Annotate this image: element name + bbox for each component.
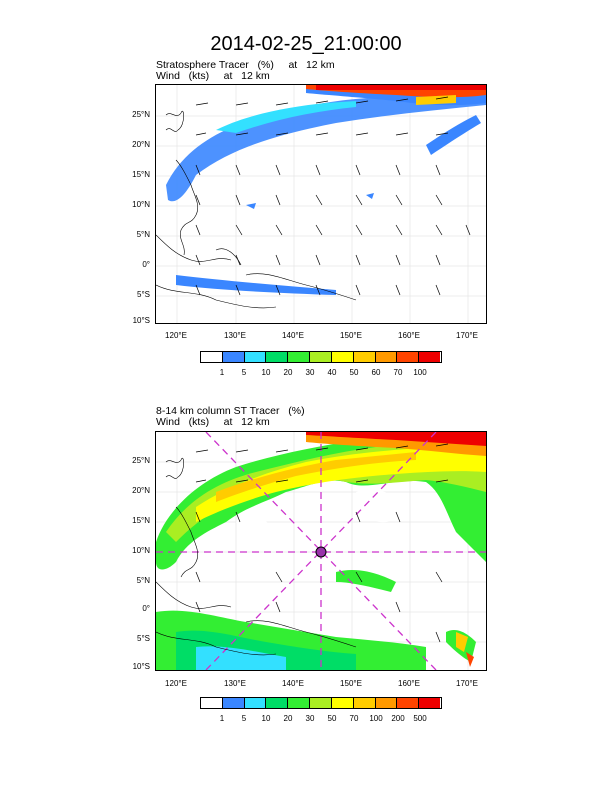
colorbar-swatch: [288, 352, 310, 362]
top-lon-label: 160°E: [389, 331, 429, 340]
top-map: [155, 84, 487, 324]
top-lat-label: 5°S: [120, 290, 150, 299]
bottom-lat-label: 5°N: [120, 576, 150, 585]
top-lon-label: 120°E: [156, 331, 196, 340]
bottom-lat-label: 5°S: [120, 634, 150, 643]
bottom-lon-label: 170°E: [447, 679, 487, 688]
bottom-colorbar: [200, 697, 442, 709]
colorbar-swatch: [223, 698, 245, 708]
colorbar-swatch: [376, 352, 398, 362]
bottom-map: [155, 431, 487, 671]
bottom-lon-label: 160°E: [389, 679, 429, 688]
bottom-subtitle-2: Wind (kts) at 12 km: [156, 417, 270, 428]
top-colorbar-label: 60: [364, 368, 388, 377]
colorbar-swatch: [310, 352, 332, 362]
top-colorbar-label: 5: [232, 368, 256, 377]
colorbar-swatch: [354, 698, 376, 708]
bottom-colorbar-label: 1: [210, 714, 234, 723]
top-lat-label: 5°N: [120, 230, 150, 239]
colorbar-swatch: [397, 698, 419, 708]
bottom-colorbar-label: 200: [386, 714, 410, 723]
top-map-svg: [156, 85, 486, 323]
top-lon-label: 140°E: [273, 331, 313, 340]
bottom-lat-label: 0°: [120, 604, 150, 613]
top-colorbar-label: 10: [254, 368, 278, 377]
bottom-lat-label: 25°N: [120, 456, 150, 465]
colorbar-swatch: [332, 698, 354, 708]
colorbar-swatch: [266, 352, 288, 362]
bottom-lat-label: 10°S: [120, 662, 150, 671]
top-colorbar-label: 20: [276, 368, 300, 377]
top-colorbar: [200, 351, 442, 363]
top-lat-label: 15°N: [120, 170, 150, 179]
colorbar-swatch: [332, 352, 354, 362]
top-colorbar-label: 50: [342, 368, 366, 377]
bottom-lon-label: 140°E: [273, 679, 313, 688]
top-colorbar-label: 100: [408, 368, 432, 377]
top-colorbar-label: 1: [210, 368, 234, 377]
bottom-lat-label: 15°N: [120, 516, 150, 525]
colorbar-swatch: [266, 698, 288, 708]
bottom-map-svg: [156, 432, 486, 670]
bottom-colorbar-label: 50: [320, 714, 344, 723]
colorbar-swatch: [201, 352, 223, 362]
colorbar-swatch: [376, 698, 398, 708]
top-tracer-field: [166, 85, 486, 295]
top-lat-label: 25°N: [120, 110, 150, 119]
bottom-colorbar-label: 70: [342, 714, 366, 723]
top-lon-label: 130°E: [215, 331, 255, 340]
top-lon-label: 150°E: [331, 331, 371, 340]
bottom-lat-label: 10°N: [120, 546, 150, 555]
top-lat-label: 10°S: [120, 316, 150, 325]
colorbar-swatch: [419, 698, 440, 708]
top-subtitle-2: Wind (kts) at 12 km: [156, 71, 270, 82]
bottom-colorbar-label: 5: [232, 714, 256, 723]
top-lon-label: 170°E: [447, 331, 487, 340]
top-lat-label: 0°: [120, 260, 150, 269]
bottom-lat-label: 20°N: [120, 486, 150, 495]
colorbar-swatch: [245, 352, 267, 362]
top-colorbar-label: 70: [386, 368, 410, 377]
bottom-colorbar-label: 20: [276, 714, 300, 723]
bottom-lon-label: 120°E: [156, 679, 196, 688]
colorbar-swatch: [419, 352, 440, 362]
colorbar-swatch: [201, 698, 223, 708]
top-lat-label: 10°N: [120, 200, 150, 209]
bottom-colorbar-label: 100: [364, 714, 388, 723]
bottom-lon-label: 130°E: [215, 679, 255, 688]
top-lat-label: 20°N: [120, 140, 150, 149]
figure-title: 2014-02-25_21:00:00: [0, 33, 612, 56]
top-colorbar-label: 30: [298, 368, 322, 377]
colorbar-swatch: [354, 352, 376, 362]
colorbar-swatch: [245, 698, 267, 708]
colorbar-swatch: [223, 352, 245, 362]
bottom-colorbar-label: 10: [254, 714, 278, 723]
top-colorbar-label: 40: [320, 368, 344, 377]
bottom-center-marker: [316, 547, 326, 557]
bottom-colorbar-label: 30: [298, 714, 322, 723]
bottom-colorbar-label: 500: [408, 714, 432, 723]
colorbar-swatch: [288, 698, 310, 708]
bottom-lon-label: 150°E: [331, 679, 371, 688]
colorbar-swatch: [310, 698, 332, 708]
colorbar-swatch: [397, 352, 419, 362]
